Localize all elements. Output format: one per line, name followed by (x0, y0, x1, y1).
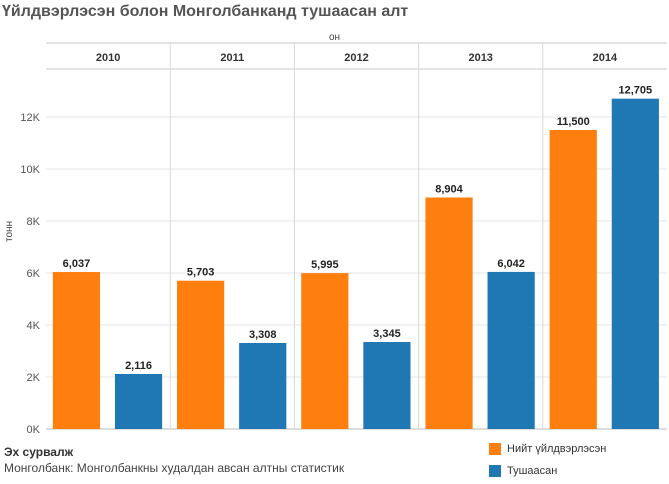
year-header-2013: 2013 (468, 52, 492, 64)
year-header-2012: 2012 (344, 52, 368, 64)
legend-item-delivered: Тушаасан (489, 462, 606, 480)
y-tick-label: 0K (27, 424, 41, 436)
year-header-2011: 2011 (220, 52, 244, 64)
data-label: 5,995 (311, 259, 339, 271)
data-label: 8,904 (435, 183, 463, 195)
data-label: 11,500 (557, 116, 590, 128)
data-label: 3,345 (373, 328, 401, 340)
bar-produced-2011 (177, 280, 225, 429)
bar-produced-2010 (52, 272, 101, 429)
chart-title: Үйлдвэрлэсэн болон Монголбанканд тушааса… (2, 3, 409, 20)
legend-swatch-produced (489, 443, 501, 455)
data-label: 3,308 (249, 329, 277, 341)
column-header-title: он (328, 32, 341, 43)
legend-label-produced: Нийт үйлдвэрлэсэн (507, 443, 607, 455)
data-label: 6,042 (497, 258, 525, 270)
bar-delivered-2010 (114, 373, 163, 429)
bar-delivered-2012 (363, 342, 411, 429)
bar-delivered-2014 (611, 98, 659, 430)
bar-produced-2012 (301, 273, 349, 429)
legend-swatch-delivered (489, 465, 501, 477)
bar-produced-2013 (425, 197, 473, 429)
y-tick-label: 8K (27, 216, 41, 228)
data-label: 2,116 (125, 360, 152, 372)
bar-produced-2014 (549, 130, 597, 429)
bar-chart: 0K 2K 4K 6K 8K 10K 12K 2010 6,037 2,116 2011 5,703 3… (20, 42, 667, 436)
y-tick-label: 10K (20, 164, 40, 176)
data-label: 5,703 (187, 267, 215, 279)
y-tick-label: 2K (27, 372, 41, 384)
legend-item-produced: Нийт үйлдвэрлэсэн (489, 440, 606, 458)
legend-label-delivered: Тушаасан (507, 465, 558, 477)
year-header-2014: 2014 (593, 52, 618, 64)
year-header-2010: 2010 (96, 52, 120, 64)
legend: Нийт үйлдвэрлэсэн Тушаасан (489, 440, 606, 484)
y-tick-label: 4K (27, 320, 41, 332)
bar-delivered-2013 (487, 271, 535, 429)
source-heading: Эх сурвалж (4, 445, 74, 459)
data-label: 12,705 (619, 85, 653, 97)
source-text: Монголбанк: Монголбанкны худалдан авсан … (4, 461, 345, 475)
data-label: 6,037 (63, 258, 91, 270)
y-tick-label: 6K (27, 268, 41, 280)
bar-delivered-2011 (239, 342, 287, 429)
y-tick-label: 12K (20, 112, 40, 124)
